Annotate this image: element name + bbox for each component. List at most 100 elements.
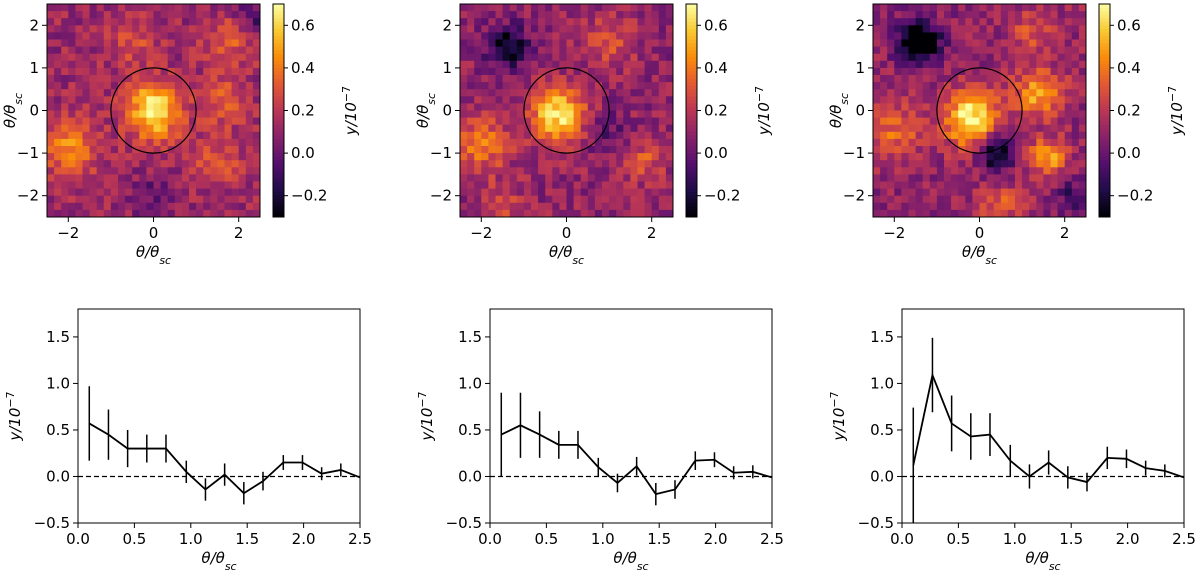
heatmap-cell [509, 174, 518, 182]
heatmap-cell [1036, 96, 1044, 104]
heatmap-cell [110, 82, 119, 90]
heatmap-cell [160, 131, 169, 140]
heatmap-cell [481, 110, 489, 118]
heatmap-cell [174, 181, 183, 189]
heatmap-cell [587, 138, 596, 147]
heatmap-cell [986, 160, 995, 168]
heatmap-cell [873, 195, 881, 204]
heatmap-cell [979, 195, 987, 204]
heatmap-cell [160, 209, 169, 218]
heatmap-cell [203, 60, 211, 69]
heatmap-cell [531, 124, 539, 133]
heatmap-cell [1000, 209, 1009, 218]
heatmap-cell [75, 188, 83, 197]
heatmap-cell [915, 96, 924, 104]
heatmap-cell [89, 117, 98, 126]
heatmap-cell [580, 202, 589, 211]
heatmap-cell [474, 138, 482, 147]
heatmap-cell [1043, 53, 1051, 62]
heatmap-cell [651, 146, 660, 154]
heatmap-cell [880, 11, 888, 19]
heatmap-cell [1022, 209, 1030, 218]
heatmap-cell [538, 146, 546, 154]
heatmap-cell [488, 188, 496, 197]
heatmap-cell [602, 181, 610, 189]
colorbar-tick-label: −0.2 [1117, 187, 1153, 205]
x-tick-label: 2 [1060, 224, 1070, 242]
heatmap-cell [602, 153, 610, 161]
heatmap-cell [951, 89, 959, 97]
heatmap-cell [929, 18, 938, 26]
heatmap-cell [580, 110, 589, 118]
heatmap-cell [509, 138, 518, 147]
heatmap-cell [54, 11, 62, 19]
heatmap-cell [566, 11, 574, 19]
colorbar-segment [1099, 25, 1110, 30]
heatmap-cell [1029, 11, 1037, 19]
heatmap-cell [993, 124, 1002, 133]
heatmap-cell [545, 11, 553, 19]
heatmap-cell [665, 25, 674, 33]
heatmap-cell [54, 67, 62, 76]
heatmap-cell [986, 138, 995, 147]
heatmap-cell [217, 96, 225, 104]
heatmap-cell [160, 96, 169, 104]
aperture-circle [936, 67, 1023, 154]
heatmap-cell [167, 138, 176, 147]
heatmap-cell [936, 146, 945, 154]
colorbar-segment [273, 96, 284, 101]
heatmap-cell [110, 53, 119, 62]
heatmap-cell [566, 75, 574, 83]
heatmap-cell [61, 32, 69, 40]
heatmap-cell [894, 53, 902, 62]
heatmap-cell [880, 174, 888, 182]
heatmap-cell [1000, 202, 1009, 211]
heatmap-cell [580, 25, 589, 33]
heatmap-cell [1036, 167, 1044, 175]
x-tick-label: 2.0 [292, 530, 316, 548]
colorbar-segment [273, 195, 284, 200]
heatmap-cell [965, 4, 973, 12]
heatmap-cell [665, 117, 674, 126]
heatmap-cell [1029, 188, 1037, 197]
colorbar-segment [273, 149, 284, 154]
heatmap-cell [96, 67, 105, 76]
heatmap-cell [245, 153, 254, 161]
heatmap-cell [160, 75, 169, 83]
heatmap-cell [509, 53, 518, 62]
heatmap-cell [189, 82, 197, 90]
heatmap-cell [245, 131, 254, 140]
heatmap-cell [644, 146, 653, 154]
heatmap-cell [880, 96, 888, 104]
heatmap-cell [203, 67, 211, 76]
heatmap-cell [573, 167, 582, 175]
heatmap-cell [139, 11, 147, 19]
heatmap-cell [523, 103, 532, 111]
heatmap-cell [1000, 131, 1009, 140]
heatmap-cell [245, 174, 254, 182]
heatmap-cell [616, 153, 624, 161]
heatmap-cell [894, 4, 902, 12]
heatmap-cell [231, 146, 240, 154]
heatmap-cell [181, 181, 190, 189]
heatmap-cell [82, 60, 90, 69]
heatmap-cell [54, 167, 62, 175]
heatmap-cell [103, 39, 112, 47]
heatmap-cell [587, 117, 596, 126]
heatmap-cell [1007, 167, 1016, 175]
heatmap-cell [915, 195, 924, 204]
heatmap-cell [894, 209, 902, 218]
heatmap-cell [516, 188, 525, 197]
heatmap-cell [189, 110, 197, 118]
heatmap-cell [467, 39, 475, 47]
heatmap-cell [118, 209, 126, 218]
heatmap-cell [1078, 46, 1087, 55]
heatmap-cell [174, 60, 183, 69]
heatmap-cell [1000, 153, 1009, 161]
colorbar-segment [1099, 114, 1110, 118]
heatmap-cell [965, 11, 973, 19]
heatmap-cell [89, 4, 98, 12]
heatmap-cell [153, 202, 161, 211]
heatmap-cell [68, 188, 76, 197]
heatmap-cell [488, 138, 496, 147]
